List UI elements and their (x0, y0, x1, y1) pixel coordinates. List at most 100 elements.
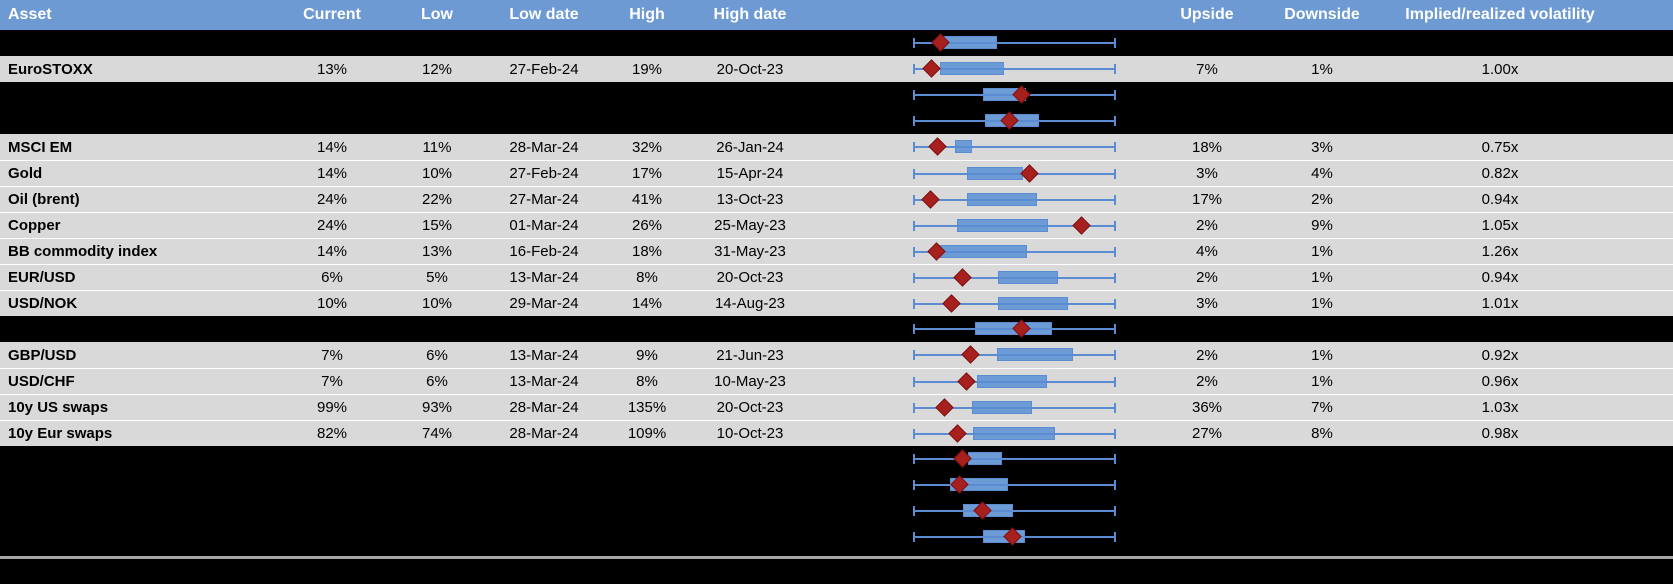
high-date-cell[interactable]: 21-Jun-23 (716, 346, 784, 364)
low-cell[interactable]: 10% (421, 165, 453, 182)
low-date-cell[interactable]: 27-Feb-24 (509, 165, 579, 182)
hidden-row[interactable] (0, 446, 1673, 472)
boxplot[interactable] (913, 342, 1116, 368)
header-downside[interactable]: Downside (1284, 6, 1360, 23)
boxplot[interactable] (913, 524, 1116, 550)
high-cell[interactable]: 135% (627, 399, 667, 416)
low-cell[interactable]: 15% (421, 217, 453, 234)
table-row[interactable]: 10y Eur swaps 82% 74% 28-Mar-24 109% 10-Oct-2… (0, 420, 1673, 446)
upside-cell[interactable]: 27% (1191, 425, 1223, 442)
downside-cell[interactable]: 2% (1311, 191, 1333, 208)
high-cell[interactable]: 32% (631, 138, 663, 156)
current-cell[interactable]: 6% (321, 269, 343, 286)
high-date-cell[interactable]: 15-Apr-24 (716, 165, 784, 182)
low-cell[interactable]: 6% (426, 373, 448, 390)
upside-cell[interactable]: 4% (1196, 243, 1218, 260)
low-cell[interactable]: 5% (426, 269, 448, 286)
high-cell[interactable]: 109% (627, 425, 667, 442)
low-date-cell[interactable]: 29-Mar-24 (509, 295, 579, 312)
asset-cell[interactable]: EUR/USD (8, 269, 76, 286)
low-date-cell[interactable]: 27-Mar-24 (509, 191, 579, 208)
upside-cell[interactable]: 2% (1196, 346, 1218, 364)
table-row[interactable]: USD/NOK 10% 10% 29-Mar-24 14% 14-Aug-23 3% 1% 1.… (0, 290, 1673, 316)
hidden-row[interactable] (0, 316, 1673, 342)
low-cell[interactable]: 6% (426, 346, 448, 364)
current-cell[interactable]: 24% (316, 217, 348, 234)
upside-cell[interactable]: 7% (1196, 60, 1218, 78)
asset-cell[interactable]: EuroSTOXX (8, 60, 93, 78)
boxplot[interactable] (913, 498, 1116, 524)
low-date-cell[interactable]: 28-Mar-24 (509, 138, 579, 156)
boxplot[interactable] (913, 213, 1116, 239)
low-cell[interactable]: 93% (421, 399, 453, 416)
high-date-cell[interactable]: 20-Oct-23 (716, 60, 784, 78)
low-date-cell[interactable]: 28-Mar-24 (509, 399, 579, 416)
high-date-cell[interactable]: 26-Jan-24 (716, 138, 784, 156)
hidden-row[interactable] (0, 472, 1673, 498)
hidden-row[interactable] (0, 498, 1673, 524)
high-cell[interactable]: 8% (636, 373, 658, 390)
asset-cell[interactable]: USD/NOK (8, 295, 78, 312)
upside-cell[interactable]: 18% (1191, 138, 1223, 156)
high-date-cell[interactable]: 13-Oct-23 (716, 191, 784, 208)
header-implied-realized-volatility[interactable]: Implied/realized volatility (1405, 6, 1595, 23)
boxplot[interactable] (913, 82, 1116, 108)
high-cell[interactable]: 41% (631, 191, 663, 208)
low-date-cell[interactable]: 01-Mar-24 (509, 217, 579, 234)
boxplot[interactable] (913, 30, 1116, 56)
low-date-cell[interactable]: 13-Mar-24 (509, 346, 579, 364)
current-cell[interactable]: 7% (321, 373, 343, 390)
high-date-cell[interactable]: 10-May-23 (714, 373, 786, 390)
boxplot[interactable] (913, 369, 1116, 395)
downside-cell[interactable]: 9% (1311, 217, 1333, 234)
low-cell[interactable]: 13% (421, 243, 453, 260)
hidden-row[interactable] (0, 108, 1673, 134)
downside-cell[interactable]: 1% (1311, 243, 1333, 260)
upside-cell[interactable]: 36% (1191, 399, 1223, 416)
downside-cell[interactable]: 1% (1311, 60, 1333, 78)
current-cell[interactable]: 7% (321, 346, 343, 364)
boxplot[interactable] (913, 316, 1116, 342)
high-date-cell[interactable]: 10-Oct-23 (716, 425, 784, 442)
iv-rv-cell[interactable]: 0.96x (1481, 373, 1519, 390)
high-cell[interactable]: 8% (636, 269, 658, 286)
downside-cell[interactable]: 1% (1311, 269, 1333, 286)
high-cell[interactable]: 9% (636, 346, 658, 364)
low-cell[interactable]: 10% (421, 295, 453, 312)
high-cell[interactable]: 26% (631, 217, 663, 234)
upside-cell[interactable]: 3% (1196, 295, 1218, 312)
header-low[interactable]: Low (421, 6, 453, 23)
boxplot[interactable] (913, 108, 1116, 134)
current-cell[interactable]: 14% (316, 138, 348, 156)
downside-cell[interactable]: 1% (1311, 373, 1333, 390)
hidden-row[interactable] (0, 30, 1673, 56)
header-high[interactable]: High (629, 6, 665, 23)
boxplot[interactable] (913, 134, 1116, 160)
table-row[interactable]: GBP/USD 7% 6% 13-Mar-24 9% 21-Jun-23 2% 1% 0.92x (0, 342, 1673, 368)
table-row[interactable]: 10y US swaps 99% 93% 28-Mar-24 135% 20-Oct-23… (0, 394, 1673, 420)
iv-rv-cell[interactable]: 1.03x (1481, 399, 1519, 416)
iv-rv-cell[interactable]: 0.75x (1481, 138, 1519, 156)
asset-cell[interactable]: Gold (8, 165, 43, 182)
table-row[interactable]: MSCI EM 14% 11% 28-Mar-24 32% 26-Jan-24 18% 3% 0… (0, 134, 1673, 160)
iv-rv-cell[interactable]: 1.05x (1481, 217, 1519, 234)
downside-cell[interactable]: 7% (1311, 399, 1333, 416)
boxplot[interactable] (913, 161, 1116, 187)
low-cell[interactable]: 22% (421, 191, 453, 208)
table-row[interactable]: Copper 24% 15% 01-Mar-24 26% 25-May-23 2% 9% 1.0… (0, 212, 1673, 238)
low-date-cell[interactable]: 13-Mar-24 (509, 269, 579, 286)
current-cell[interactable]: 82% (316, 425, 348, 442)
high-date-cell[interactable]: 20-Oct-23 (716, 399, 784, 416)
iv-rv-cell[interactable]: 1.00x (1481, 60, 1519, 78)
upside-cell[interactable]: 17% (1191, 191, 1223, 208)
low-date-cell[interactable]: 13-Mar-24 (509, 373, 579, 390)
current-cell[interactable]: 14% (316, 165, 348, 182)
boxplot[interactable] (913, 421, 1116, 447)
low-cell[interactable]: 12% (421, 60, 453, 78)
high-cell[interactable]: 17% (631, 165, 663, 182)
downside-cell[interactable]: 3% (1311, 138, 1333, 156)
boxplot[interactable] (913, 239, 1116, 265)
current-cell[interactable]: 10% (316, 295, 348, 312)
upside-cell[interactable]: 2% (1196, 217, 1218, 234)
asset-cell[interactable]: 10y Eur swaps (8, 425, 113, 442)
